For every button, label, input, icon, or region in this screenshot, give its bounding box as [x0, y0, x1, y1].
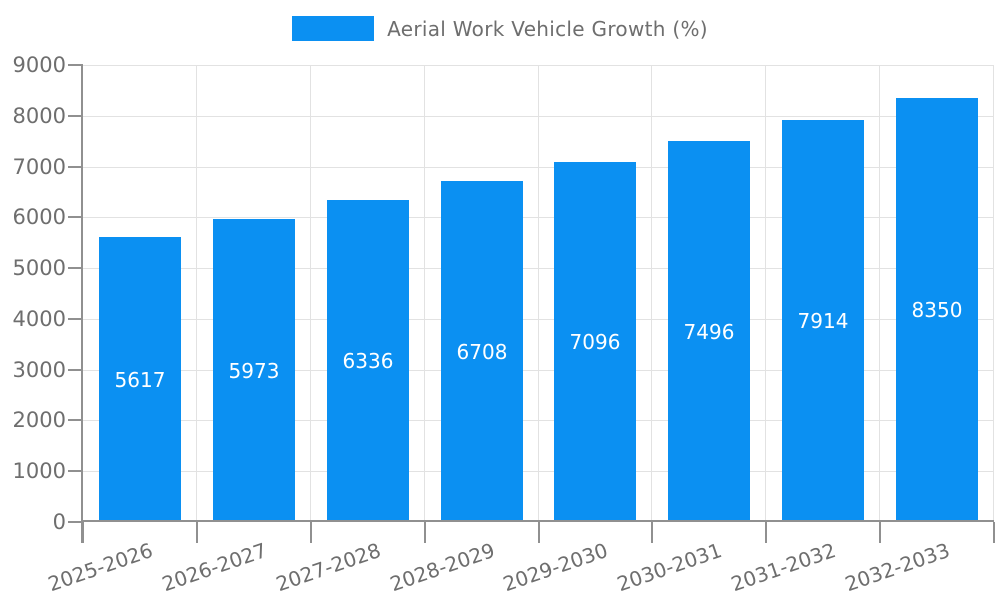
x-axis	[83, 520, 994, 522]
gridline-v	[310, 65, 311, 522]
y-tick-label: 3000	[12, 358, 66, 382]
y-tick-label: 9000	[12, 53, 66, 77]
x-axis-tick	[196, 522, 198, 543]
y-axis-tick	[68, 419, 83, 421]
bar-value-label: 7914	[797, 309, 849, 333]
gridline-v	[765, 65, 766, 522]
x-axis-tick	[651, 522, 653, 543]
gridline-v	[196, 65, 197, 522]
y-tick-label: 5000	[12, 256, 66, 280]
x-axis-tick	[310, 522, 312, 543]
x-tick-label: 2028-2029	[386, 538, 498, 597]
bar-value-label: 5973	[228, 359, 280, 383]
x-tick-label: 2031-2032	[727, 538, 839, 597]
x-tick-label: 2032-2033	[841, 538, 953, 597]
bar-value-label: 7496	[683, 320, 735, 344]
bar	[782, 120, 864, 522]
x-axis-tick	[538, 522, 540, 543]
legend: Aerial Work Vehicle Growth (%)	[0, 16, 1000, 41]
y-axis	[81, 65, 83, 543]
x-axis-tick	[424, 522, 426, 543]
x-tick-label: 2027-2028	[272, 538, 384, 597]
gridline-v	[651, 65, 652, 522]
gridline-v	[879, 65, 880, 522]
bar	[327, 200, 409, 522]
gridline-v	[424, 65, 425, 522]
bar	[99, 237, 181, 522]
x-axis-tick	[879, 522, 881, 543]
x-axis-tick	[765, 522, 767, 543]
y-axis-tick	[68, 64, 83, 66]
y-tick-label: 2000	[12, 408, 66, 432]
bar-value-label: 5617	[114, 368, 166, 392]
y-axis-tick	[68, 369, 83, 371]
y-tick-label: 7000	[12, 155, 66, 179]
y-axis-tick	[68, 470, 83, 472]
bar	[213, 219, 295, 522]
legend-label: Aerial Work Vehicle Growth (%)	[387, 16, 708, 41]
legend-swatch	[292, 16, 375, 41]
y-axis-tick	[68, 318, 83, 320]
x-tick-label: 2029-2030	[499, 538, 611, 597]
y-tick-label: 6000	[12, 205, 66, 229]
x-axis-tick	[993, 522, 995, 543]
y-tick-label: 1000	[12, 459, 66, 483]
plot-area: 5617 5973 6336 6708 7096 7496 7914 8350	[83, 65, 994, 522]
y-tick-label: 4000	[12, 307, 66, 331]
bar-value-label: 6708	[456, 340, 508, 364]
bar	[896, 98, 978, 522]
x-tick-label: 2025-2026	[44, 538, 156, 597]
y-axis-tick	[68, 166, 83, 168]
x-axis-tick	[82, 522, 84, 543]
y-tick-label: 8000	[12, 104, 66, 128]
bar	[441, 181, 523, 522]
bar-value-label: 7096	[569, 330, 621, 354]
x-tick-label: 2030-2031	[613, 538, 725, 597]
x-tick-label: 2026-2027	[158, 538, 270, 597]
y-axis-tick	[68, 521, 83, 523]
y-axis-tick	[68, 267, 83, 269]
y-axis-tick	[68, 115, 83, 117]
gridline-v	[538, 65, 539, 522]
bar-value-label: 8350	[911, 298, 963, 322]
bar	[668, 141, 750, 522]
bar	[554, 162, 636, 522]
y-tick-label: 0	[52, 510, 66, 534]
gridline-v	[993, 65, 994, 522]
bar-value-label: 6336	[342, 349, 394, 373]
y-axis-tick	[68, 216, 83, 218]
